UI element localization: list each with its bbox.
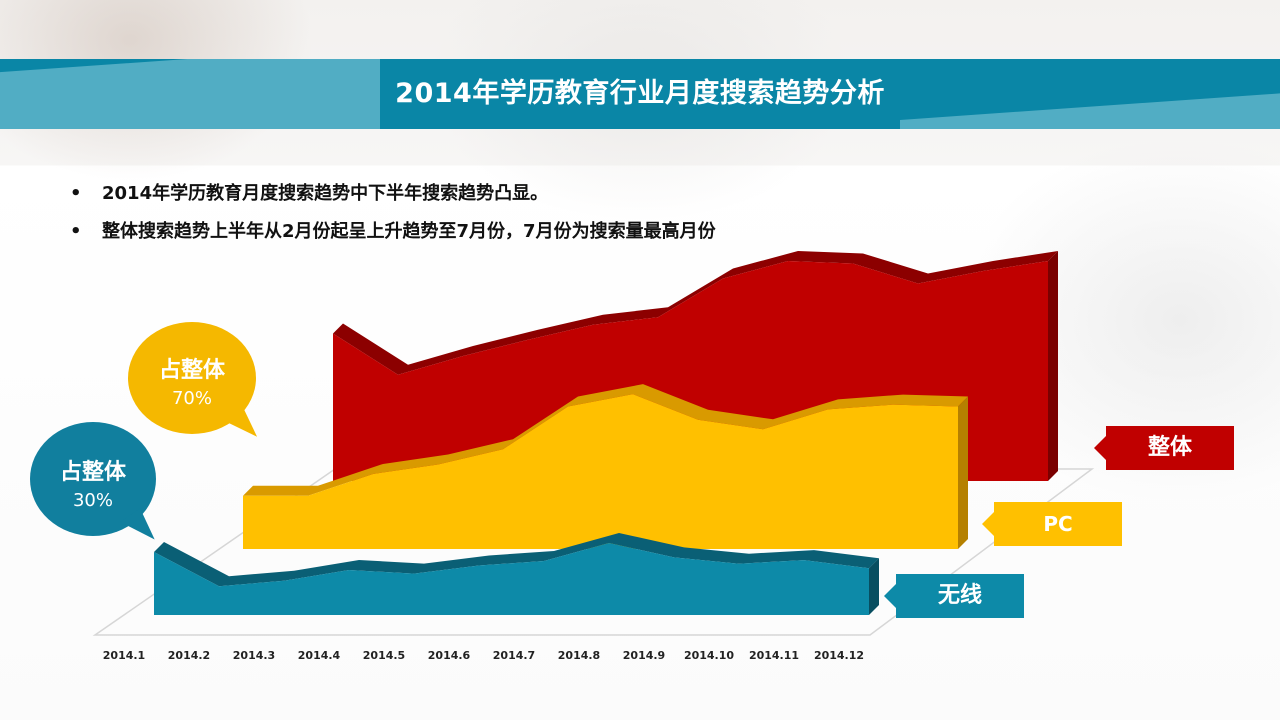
legend-arrow — [1094, 436, 1106, 460]
x-tick-label: 2014.10 — [684, 649, 734, 662]
legend-arrow — [982, 512, 994, 536]
series-pc-area — [243, 394, 958, 549]
x-tick-label: 2014.8 — [558, 649, 600, 662]
page-title: 2014年学历教育行业月度搜索趋势分析 — [395, 78, 885, 109]
x-tick-label: 2014.12 — [814, 649, 864, 662]
x-tick-label: 2014.1 — [103, 649, 145, 662]
series-overall-top — [333, 251, 1058, 375]
bullet-item: 整体搜索趋势上半年从2月份起呈上升趋势至7月份，7月份为搜索量最高月份 — [70, 216, 716, 254]
x-tick-label: 2014.4 — [298, 649, 341, 662]
title-band — [0, 59, 1280, 129]
legend-mobile-label: 无线 — [937, 583, 982, 608]
callout-blue-line1: 占整体 — [59, 460, 126, 485]
series-pc-top — [243, 384, 968, 496]
legend-overall-label: 整体 — [1147, 435, 1192, 460]
x-tick-label: 2014.5 — [363, 649, 405, 662]
legend-mobile: 无线 — [884, 574, 1024, 618]
callout-blue-line2: 30% — [72, 490, 113, 511]
x-tick-label: 2014.6 — [428, 649, 471, 662]
series-pc-side — [958, 396, 968, 549]
series-mobile-top — [154, 533, 879, 587]
callout-yellow-line2: 70% — [171, 388, 212, 409]
callout-yellow: 占整体 70% — [128, 322, 262, 449]
legend-overall: 整体 — [1094, 426, 1234, 470]
bullet-item: 2014年学历教育月度搜索趋势中下半年搜索趋势凸显。 — [70, 178, 716, 216]
series-mobile-side — [869, 558, 879, 615]
series-overall-side — [1048, 251, 1058, 481]
bullet-list: 2014年学历教育月度搜索趋势中下半年搜索趋势凸显。 整体搜索趋势上半年从2月份… — [70, 178, 716, 254]
series-layer — [154, 251, 1058, 615]
legend-pc-label: PC — [1043, 512, 1073, 536]
legend-arrow — [884, 584, 896, 608]
x-tick-label: 2014.7 — [493, 649, 535, 662]
callout-blue: 占整体 30% — [30, 422, 160, 550]
x-axis: 2014.1 2014.2 2014.3 2014.4 2014.5 2014.6 2014… — [103, 649, 864, 662]
x-tick-label: 2014.11 — [749, 649, 799, 662]
callout-yellow-line1: 占整体 — [158, 358, 225, 383]
x-tick-label: 2014.9 — [623, 649, 665, 662]
legend-pc: PC — [982, 502, 1122, 546]
x-tick-label: 2014.3 — [233, 649, 275, 662]
series-mobile-area — [154, 543, 869, 615]
x-tick-label: 2014.2 — [168, 649, 210, 662]
